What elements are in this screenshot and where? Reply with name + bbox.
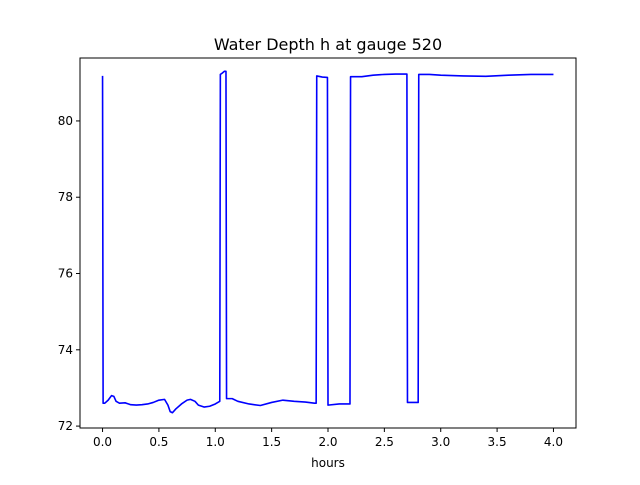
x-tick-label: 4.0 <box>544 435 563 449</box>
y-tick-label: 76 <box>58 267 73 281</box>
y-tick-label: 72 <box>58 419 73 433</box>
x-axis-ticks: 0.0 0.5 1.0 1.5 2.0 2.5 3.0 3.5 4.0 <box>93 428 563 449</box>
axes-frame <box>79 57 577 429</box>
y-axis-ticks: 72 74 76 78 80 <box>58 114 80 433</box>
x-tick-label: 2.5 <box>375 435 394 449</box>
x-axis-label: hours <box>311 456 345 470</box>
x-tick-label: 3.5 <box>488 435 507 449</box>
x-tick-label: 1.5 <box>262 435 281 449</box>
x-tick-label: 0.5 <box>149 435 168 449</box>
x-tick-label: 1.0 <box>206 435 225 449</box>
plot-area <box>101 70 554 414</box>
y-tick-label: 78 <box>58 190 73 204</box>
y-tick-label: 74 <box>58 343 73 357</box>
x-tick-label: 0.0 <box>93 435 112 449</box>
series-line-0 <box>101 70 554 414</box>
y-tick-label: 80 <box>58 114 73 128</box>
x-tick-label: 3.0 <box>431 435 450 449</box>
x-tick-label: 2.0 <box>318 435 337 449</box>
chart-title: Water Depth h at gauge 520 <box>214 35 442 54</box>
